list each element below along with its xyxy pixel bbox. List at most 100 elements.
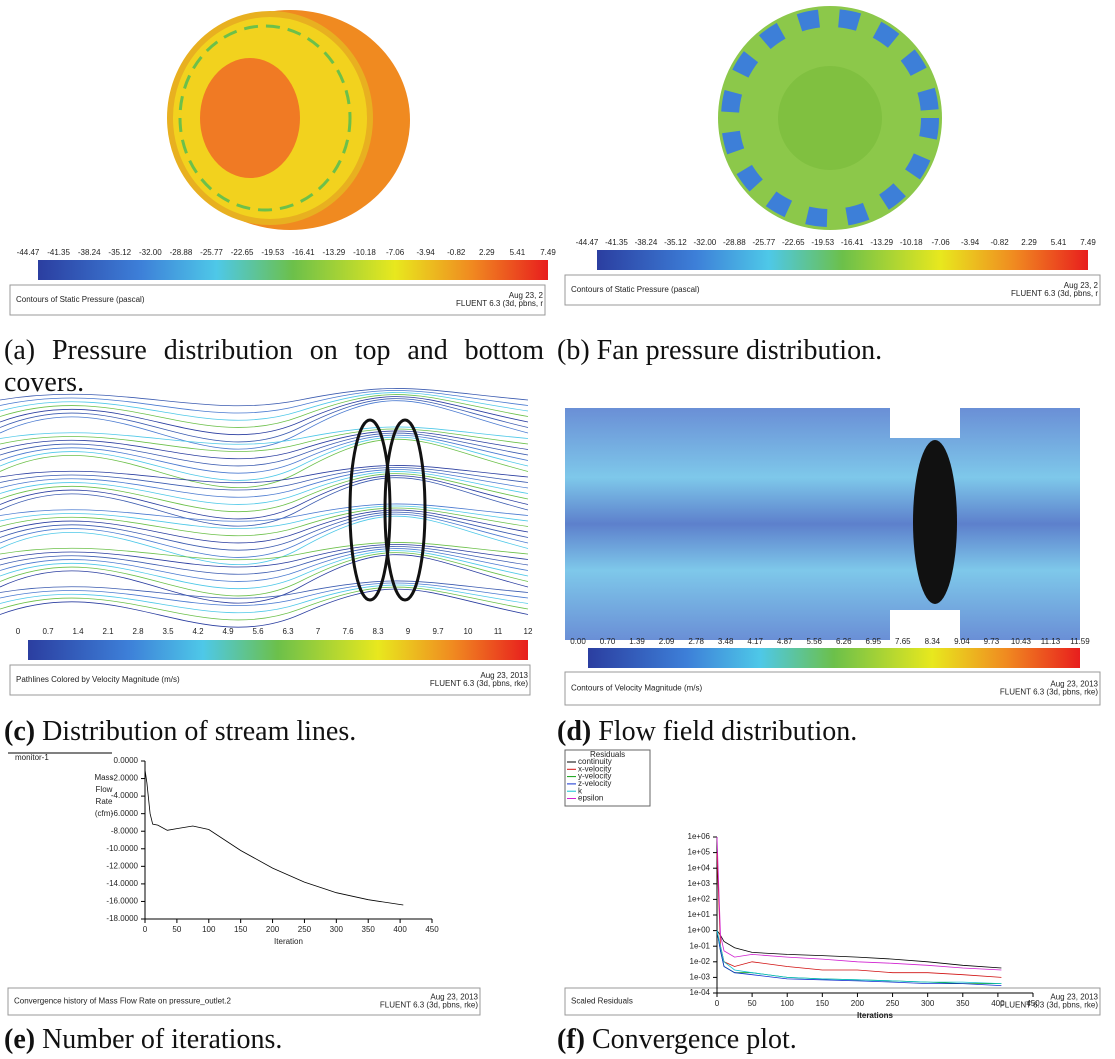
x-tick-label: 200 (266, 925, 280, 934)
y-tick-label: -18.0000 (106, 914, 138, 923)
footer-software: FLUENT 6.3 (3d, pbns, rke) (1000, 688, 1098, 697)
pathline (0, 581, 528, 598)
footer-title: Convergence history of Mass Flow Rate on… (14, 997, 232, 1006)
colorbar-label: 5.41 (510, 248, 526, 257)
colorbar-label: -35.12 (664, 238, 687, 247)
x-tick-label: 250 (886, 999, 900, 1008)
pathline (0, 472, 528, 505)
colorbar-label: 10.43 (1011, 637, 1032, 646)
colorbar-label: -38.24 (78, 248, 101, 257)
colorbar (38, 260, 548, 280)
colorbar-label: -35.12 (108, 248, 131, 257)
x-tick-label: 0 (715, 999, 720, 1008)
caption-text: Distribution of stream lines. (42, 716, 356, 747)
page: -44.47-41.35-38.24-35.12-32.00-28.88-25.… (0, 0, 1115, 1059)
caption: (f) Convergence plot. (557, 1024, 1097, 1056)
footer-software: FLUENT 6.3 (3d, pbns, r (1011, 289, 1098, 298)
colorbar-label: 12 (524, 627, 533, 636)
colorbar-label: -0.82 (990, 238, 1009, 247)
x-tick-label: 100 (202, 925, 216, 934)
x-tick-label: 50 (172, 925, 181, 934)
figure: -44.47-41.35-38.24-35.12-32.00-28.88-25.… (0, 0, 1115, 1059)
caption-text: Pressure distribution on top and bottom … (4, 335, 544, 398)
colorbar-label: -7.06 (932, 238, 951, 247)
y-tick-label: -4.0000 (111, 791, 139, 800)
x-tick-label: 450 (1026, 999, 1040, 1008)
colorbar-label: 7 (316, 627, 321, 636)
x-tick-label: 250 (298, 925, 312, 934)
footer-software: FLUENT 6.3 (3d, pbns, rke) (430, 679, 528, 688)
caption: (d) Flow field distribution. (557, 716, 1097, 748)
colorbar-label: 5.41 (1051, 238, 1067, 247)
colorbar-label: 9.73 (984, 637, 1000, 646)
legend-entry: monitor-1 (15, 753, 49, 762)
pathline (0, 585, 528, 613)
pathline (0, 427, 528, 444)
series-line (717, 931, 1001, 968)
footer-title: Scaled Residuals (571, 997, 633, 1006)
colorbar-label: 7.49 (540, 248, 556, 257)
colorbar-label: 10 (464, 627, 473, 636)
colorbar-label: -13.29 (870, 238, 893, 247)
colorbar-label: 6.3 (282, 627, 294, 636)
x-tick-label: 350 (362, 925, 376, 934)
caption-label: (f) (557, 1024, 585, 1055)
caption: (b) Fan pressure distribution. (557, 335, 1097, 367)
colorbar-label: -16.41 (841, 238, 864, 247)
x-tick-label: 0 (143, 925, 148, 934)
x-tick-label: 300 (330, 925, 344, 934)
colorbar-label: 8.3 (372, 627, 384, 636)
colorbar-label: -44.47 (17, 248, 40, 257)
colorbar-label: -25.77 (752, 238, 775, 247)
colorbar-label: -41.35 (605, 238, 628, 247)
series-line (717, 931, 1001, 986)
colorbar-label: 6.95 (866, 637, 882, 646)
colorbar-label: 11.59 (1070, 637, 1090, 646)
colorbar-label: 1.4 (72, 627, 84, 636)
colorbar (28, 640, 528, 660)
y-tick-label: 1e-01 (690, 941, 711, 950)
y-tick-label: 1e+03 (688, 879, 711, 888)
colorbar-label: -19.53 (261, 248, 284, 257)
y-tick-label: 1e+01 (688, 910, 711, 919)
caption-label: (c) (4, 716, 35, 747)
x-axis-label: Iteration (274, 937, 303, 946)
colorbar-label: -3.94 (417, 248, 436, 257)
pathline (0, 549, 528, 582)
colorbar-label: 2.1 (102, 627, 114, 636)
colorbar-label: 9.7 (432, 627, 444, 636)
colorbar-label: 4.87 (777, 637, 793, 646)
colorbar-label: 9.04 (954, 637, 970, 646)
pathline (0, 435, 528, 473)
colorbar-label: -0.82 (447, 248, 466, 257)
pathline (0, 465, 528, 482)
colorbar-label: 4.2 (192, 627, 204, 636)
y-tick-label: -16.0000 (106, 897, 138, 906)
colorbar-label: 0.7 (42, 627, 54, 636)
y-tick-label: -6.0000 (111, 809, 139, 818)
footer-software: FLUENT 6.3 (3d, pbns, rke) (380, 1001, 478, 1010)
colorbar-label: 4.17 (747, 637, 763, 646)
caption-label: (d) (557, 716, 591, 747)
y-tick-label: -2.0000 (111, 774, 139, 783)
footer-title: Pathlines Colored by Velocity Magnitude … (16, 675, 180, 684)
colorbar (588, 648, 1080, 668)
colorbar-label: -7.06 (386, 248, 405, 257)
caption-label: (b) (557, 335, 590, 366)
colorbar-label: 7.6 (342, 627, 354, 636)
colorbar-label: 2.78 (688, 637, 704, 646)
pathline (0, 512, 528, 550)
x-tick-label: 150 (234, 925, 248, 934)
y-tick-label: 1e+06 (688, 832, 711, 841)
y-axis-label: Rate (96, 797, 113, 806)
colorbar-label: -25.77 (200, 248, 223, 257)
y-tick-label: -14.0000 (106, 879, 138, 888)
caption-label: (e) (4, 1024, 35, 1055)
colorbar-label: -16.41 (292, 248, 315, 257)
x-tick-label: 450 (425, 925, 439, 934)
flow-field-image (565, 408, 1080, 640)
colorbar-label: 3.5 (162, 627, 174, 636)
colorbar-label: 0.70 (600, 637, 616, 646)
pathline (0, 397, 528, 435)
colorbar-label: -10.18 (353, 248, 376, 257)
